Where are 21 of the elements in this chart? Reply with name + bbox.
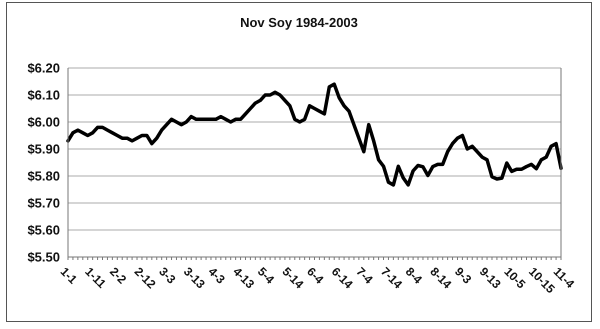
y-tick-label: $5.60: [27, 222, 60, 238]
x-tick-label: 3-3: [156, 264, 179, 287]
x-tick-label: 4-13: [230, 264, 258, 292]
y-tick-label: $5.70: [27, 196, 60, 211]
x-tick-label: 10-5: [501, 264, 528, 292]
x-tick-label: 9-3: [452, 264, 474, 287]
y-tick-label: $6.10: [27, 88, 60, 103]
y-tick-label: $6.00: [27, 114, 60, 130]
line-series: [66, 82, 563, 187]
x-tick-label: 2-2: [106, 264, 130, 287]
y-tick-label: $5.80: [27, 168, 60, 184]
y-tick-label: $6.20: [27, 60, 60, 76]
x-tick-label: 7-4: [353, 264, 376, 287]
x-tick-label: 6-4: [304, 264, 327, 287]
y-tick-label: $5.50: [27, 250, 60, 265]
x-tick-label: 5-4: [254, 264, 278, 287]
chart-title: Nov Soy 1984-2003: [239, 15, 359, 30]
y-tick-label: $5.90: [27, 142, 60, 157]
x-tick-label: 1-1: [58, 264, 80, 287]
x-tick-label: 8-4: [402, 264, 426, 287]
x-tick-label: 4-3: [206, 264, 228, 287]
